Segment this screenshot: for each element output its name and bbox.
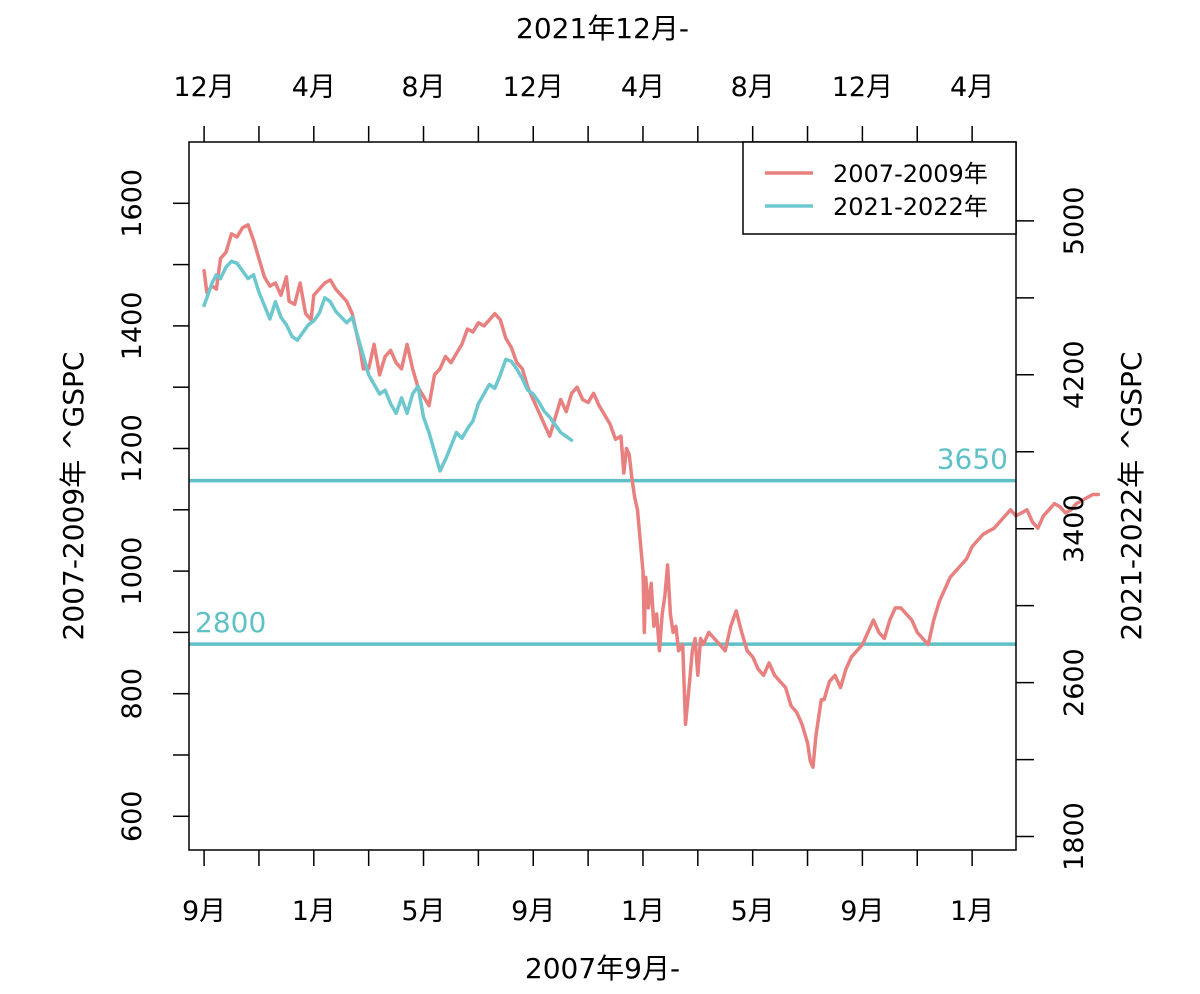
legend-box [742,141,1017,235]
top-axis-tick-label: 12月 [503,72,564,103]
legend: 2007-2009年 2021-2022年 [742,141,1017,235]
reference-line-label: 2800 [195,606,266,639]
series-layer [202,223,1101,769]
bottom-axis-tick-label: 5月 [731,896,775,927]
top-axis-tick-label: 12月 [832,72,893,103]
top-axis-title: 2021年12月- [516,12,689,45]
top-axis-tick-label: 8月 [731,72,775,103]
bottom-axis-tick-label: 9月 [511,896,555,927]
top-axis-tick-label: 4月 [621,72,665,103]
left-axis-tick-label: 1600 [117,169,148,238]
bottom-axis-tick-label: 9月 [182,896,226,927]
legend-label: 2021-2022年 [833,193,988,221]
reference-lines: 3650 2800 [189,443,1016,646]
bottom-axis-tick-label: 9月 [840,896,884,927]
left-axis-tick-label: 1200 [117,414,148,483]
bottom-axis-title: 2007年9月- [525,952,680,985]
bottom-axis-tick-label: 1月 [292,896,336,927]
right-axis-title: 2021-2022年 ^GSPC [1115,352,1148,641]
right-axis-tick-label: 4200 [1059,340,1090,409]
left-axis-title: 2007-2009年 ^GSPC [57,352,90,641]
right-axis-tick-label: 2600 [1059,648,1090,717]
series-line-1 [202,223,1101,769]
top-axis-tick-label: 12月 [173,72,234,103]
bottom-axis-tick-label: 5月 [401,896,445,927]
right-axis-tick-label: 5000 [1059,187,1090,256]
top-axis-tick-label: 4月 [950,72,994,103]
top-axis-tick-label: 4月 [292,72,336,103]
top-axis-tick-label: 8月 [401,72,445,103]
left-axis-tick-label: 600 [117,791,148,843]
right-axis-tick-label: 1800 [1059,802,1090,871]
plot-frame [188,141,1017,851]
legend-label: 2007-2009年 [833,160,988,188]
series-line-2 [202,259,574,473]
bottom-axis-tick-label: 1月 [950,896,994,927]
left-axis-tick-label: 800 [117,668,148,720]
left-axis-tick-label: 1000 [117,537,148,606]
axes-layer: 9月 1月 5月 9月 1月 5月 9月 1月 2007年9月- 12月 4月 8月 12月 4月 8月 12… [57,12,1148,985]
left-axis-tick-label: 1400 [117,292,148,361]
reference-line-label: 3650 [937,443,1008,476]
bottom-axis-tick-label: 1月 [621,896,665,927]
right-axis-tick-label: 3400 [1059,494,1090,563]
